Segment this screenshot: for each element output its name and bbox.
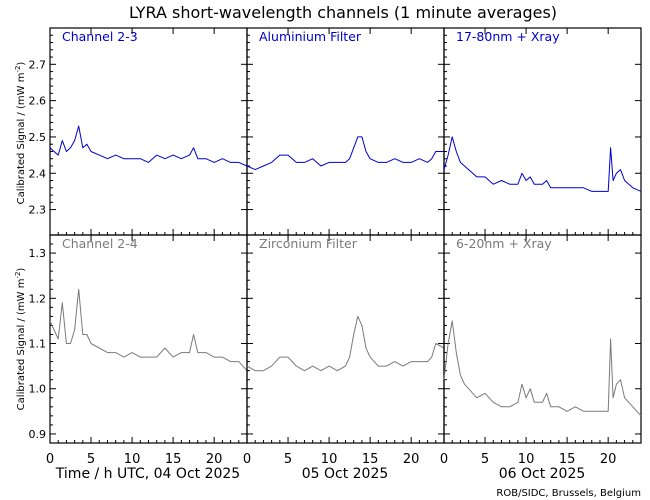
series-line-bottom-1 (246, 315, 445, 372)
y-tick-label-bottom-3: 1.2 (29, 292, 47, 305)
panel-frame-bottom-1 (246, 234, 445, 444)
svg-text:Calibrated Signal / (mW m-2): Calibrated Signal / (mW m-2) (14, 62, 27, 205)
series-line-top-2 (443, 136, 642, 192)
x-day-label-1: 05 Oct 2025 (302, 466, 389, 482)
panel-label-bottom-0: Channel 2-4 (62, 236, 138, 251)
x-tick-label-0-2: 10 (124, 452, 141, 467)
series-line-bottom-0 (49, 288, 248, 372)
y-label-bottom-main: Calibrated Signal / (mW m (16, 279, 27, 411)
chart-title: LYRA short-wavelength channels (1 minute… (129, 3, 557, 22)
y-axis-label-bottom: Calibrated Signal / (mW m-2) (14, 268, 27, 411)
panel-frame-bottom-0 (49, 234, 248, 444)
credit-text: ROB/SIDC, Brussels, Belgium (496, 488, 641, 499)
y-tick-label-bottom-2: 1.1 (29, 338, 47, 351)
panel-frame-top-1 (246, 27, 445, 236)
y-axis-label-top: Calibrated Signal / (mW m-2) (14, 62, 27, 205)
x-day-label-0: Time / h UTC, 04 Oct 2025 (55, 466, 240, 482)
y-tick-label-top-4: 2.7 (29, 58, 47, 71)
y-label-top-sup: -2 (14, 66, 22, 73)
x-day-label-2: 06 Oct 2025 (499, 466, 586, 482)
x-tick-label-0-1: 5 (87, 452, 95, 467)
panel-label-top-2: 17-80nm + Xray (456, 29, 560, 44)
panel-frame-top-2 (443, 27, 642, 236)
x-tick-label-0-0: 0 (46, 452, 54, 467)
x-tick-label-1-3: 15 (362, 452, 379, 467)
x-tick-label-1-0: 0 (243, 452, 251, 467)
x-tick-label-0-4: 20 (206, 452, 223, 467)
y-tick-label-top-3: 2.6 (29, 95, 47, 108)
x-tick-label-2-0: 0 (440, 452, 448, 467)
series-line-top-1 (246, 136, 444, 171)
y-label-bottom-close: ) (16, 268, 27, 272)
series-line-top-0 (49, 125, 248, 167)
y-label-bottom-sup: -2 (14, 272, 22, 279)
panel-label-top-1: Aluminium Filter (259, 29, 362, 44)
y-label-top-main: Calibrated Signal / (mW m (16, 73, 27, 205)
x-tick-label-1-2: 10 (321, 452, 338, 467)
y-tick-label-top-0: 2.3 (29, 204, 47, 217)
x-tick-label-2-3: 15 (559, 452, 576, 467)
x-tick-label-2-2: 10 (518, 452, 535, 467)
plot-area: 2.3 2.4 2.5 2.6 2.7 Channel 2-3 Aluminium Filt… (29, 27, 642, 467)
panel-label-bottom-2: 6-20nm + Xray (456, 236, 552, 251)
panel-frame-bottom-2 (443, 234, 642, 444)
y-tick-label-top-1: 2.4 (29, 167, 47, 180)
series-line-bottom-2 (443, 320, 642, 417)
y-tick-label-top-2: 2.5 (29, 131, 47, 144)
y-tick-label-bottom-4: 1.3 (29, 247, 47, 260)
x-tick-label-1-4: 20 (403, 452, 420, 467)
y-tick-label-bottom-1: 1.0 (29, 383, 47, 396)
y-tick-label-bottom-0: 0.9 (29, 428, 47, 441)
y-label-top-close: ) (16, 62, 27, 66)
x-tick-label-2-1: 5 (481, 452, 489, 467)
panel-label-bottom-1: Zirconium Filter (259, 236, 358, 251)
panel-label-top-0: Channel 2-3 (62, 29, 138, 44)
x-tick-label-0-3: 15 (165, 452, 182, 467)
svg-text:Calibrated Signal / (mW m-2): Calibrated Signal / (mW m-2) (14, 268, 27, 411)
x-tick-label-2-4: 20 (600, 452, 617, 467)
x-tick-label-1-1: 5 (284, 452, 292, 467)
